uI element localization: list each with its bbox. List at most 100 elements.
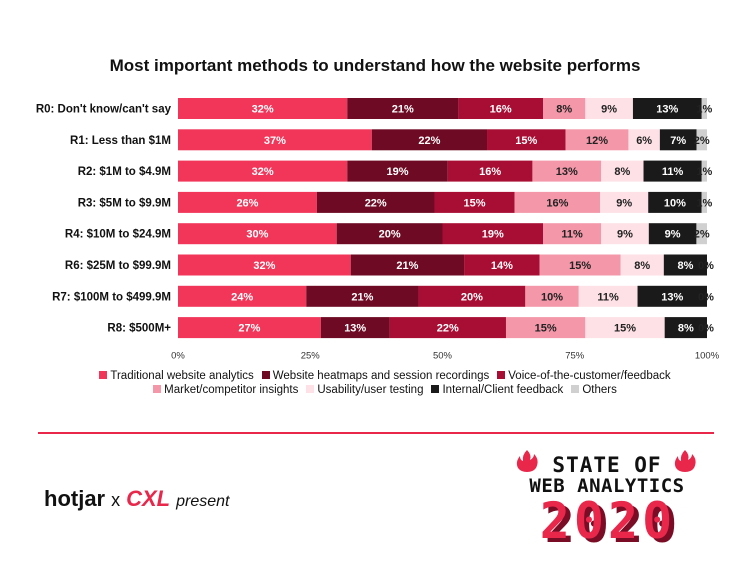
- data-label: 21%: [392, 104, 414, 116]
- chart-legend: Traditional website analytics Website hea…: [60, 369, 710, 397]
- legend-swatch: [306, 385, 315, 393]
- data-label: 15%: [569, 260, 591, 272]
- x-tick-label: 25%: [301, 350, 321, 361]
- bar-segment: [701, 98, 707, 119]
- bar-segment: [447, 160, 533, 182]
- data-label: 14%: [491, 260, 513, 272]
- bar-segment: [178, 191, 317, 213]
- legend-swatch: [571, 385, 580, 393]
- data-label: 15%: [464, 197, 486, 209]
- bar-segment: [434, 191, 515, 213]
- logo-year-shadow: 2020: [545, 496, 681, 552]
- bar-segment: [701, 160, 707, 182]
- bar-segment: [643, 160, 702, 182]
- flame-icon: [516, 450, 538, 472]
- data-label: 8%: [634, 260, 650, 272]
- data-label: 16%: [490, 104, 512, 116]
- bar-segment: [418, 285, 526, 307]
- logo-line1: STATE OF: [552, 453, 661, 477]
- bar-segment: [620, 254, 664, 276]
- bar-segment: [178, 223, 337, 245]
- bar-segment: [696, 129, 707, 151]
- data-label: 22%: [437, 323, 459, 335]
- category-label: R4: $10M to $24.9M: [65, 229, 171, 241]
- legend-swatch: [261, 371, 270, 379]
- bar-segment: [648, 191, 702, 213]
- divider: [38, 432, 714, 434]
- data-label: 2%: [694, 135, 710, 147]
- bar-segment: [664, 317, 707, 339]
- bar-segment: [347, 98, 459, 119]
- legend-item: Market/competitor insights: [153, 383, 298, 397]
- bar-segment: [532, 160, 602, 182]
- legend-label: Voice-of-the-customer/feedback: [508, 370, 671, 382]
- category-label: R3: $5M to $9.9M: [78, 197, 171, 209]
- legend-item: Others: [571, 383, 617, 397]
- legend-item: Usability/user testing: [306, 383, 423, 397]
- bar-segment: [628, 129, 660, 151]
- data-label: 8%: [678, 323, 694, 335]
- data-label: 27%: [238, 323, 260, 335]
- legend-label: Website heatmaps and session recordings: [272, 370, 490, 382]
- data-label: 21%: [396, 260, 418, 272]
- bar-segment: [543, 223, 602, 245]
- bar-segment: [696, 223, 707, 245]
- bar-segment: [336, 223, 443, 245]
- bar-segment: [701, 191, 707, 213]
- bar-segment: [632, 98, 702, 119]
- legend-swatch: [431, 385, 440, 393]
- data-label: 11%: [662, 166, 684, 178]
- category-label: R2: $1M to $4.9M: [78, 166, 171, 178]
- bar-segment: [178, 317, 321, 339]
- data-label: 21%: [351, 291, 373, 303]
- category-label: R0: Don't know/can't say: [36, 104, 172, 116]
- data-label: 37%: [264, 135, 286, 147]
- data-label: 13%: [656, 104, 678, 116]
- data-label: 1%: [696, 166, 712, 178]
- legend-item: Website heatmaps and session recordings: [261, 369, 490, 383]
- bar-segment: [565, 129, 629, 151]
- bar-segment: [585, 317, 665, 339]
- data-label: 1%: [696, 104, 712, 116]
- data-label: 32%: [252, 104, 274, 116]
- data-label: 15%: [515, 135, 537, 147]
- legend-swatch: [153, 385, 162, 393]
- bar-segment: [371, 129, 488, 151]
- bar-segment: [505, 317, 586, 339]
- data-label: 0%: [698, 323, 714, 335]
- bar-segment: [347, 160, 448, 182]
- category-label: R6: $25M to $99.9M: [65, 260, 171, 272]
- data-label: 22%: [365, 197, 387, 209]
- bar-segment: [350, 254, 465, 276]
- bar-segment: [601, 223, 649, 245]
- bar-segment: [514, 191, 601, 213]
- data-label: 13%: [344, 323, 366, 335]
- data-label: 8%: [556, 104, 572, 116]
- bar-segment: [601, 160, 644, 182]
- data-label: 30%: [246, 229, 268, 241]
- data-label: 7%: [670, 135, 686, 147]
- bar-segment: [585, 98, 633, 119]
- legend-swatch: [99, 371, 108, 379]
- bar-segment: [316, 191, 435, 213]
- data-label: 0%: [698, 260, 714, 272]
- bar-segment: [320, 317, 390, 339]
- data-label: 9%: [617, 229, 633, 241]
- data-label: 10%: [541, 291, 563, 303]
- legend-label: Others: [582, 384, 617, 396]
- brand-x: x: [111, 490, 121, 510]
- bar-segment: [306, 285, 419, 307]
- data-label: 10%: [664, 197, 686, 209]
- category-label: R8: $500M+: [107, 323, 171, 335]
- bar-segment: [539, 254, 621, 276]
- data-label: 1%: [696, 197, 712, 209]
- flame-icon: [674, 450, 696, 472]
- bar-segment: [487, 129, 566, 151]
- data-label: 9%: [616, 197, 632, 209]
- data-label: 26%: [236, 197, 258, 209]
- data-label: 32%: [253, 260, 275, 272]
- x-tick-label: 75%: [565, 350, 585, 361]
- logo-year: 2020: [540, 492, 676, 550]
- legend-label: Market/competitor insights: [164, 384, 299, 396]
- bar-segment: [178, 160, 348, 182]
